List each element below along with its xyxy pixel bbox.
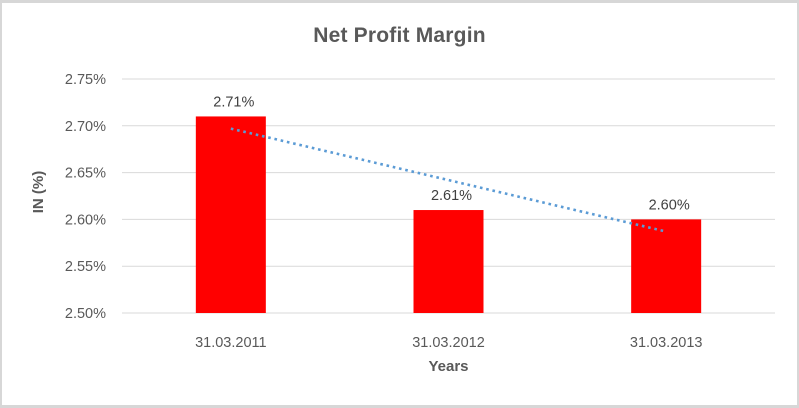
bar xyxy=(195,116,266,313)
y-tick-label: 2.50% xyxy=(65,306,106,322)
data-label: 2.61% xyxy=(431,188,472,204)
data-label: 2.71% xyxy=(213,94,254,110)
bar xyxy=(413,210,484,313)
chart-title: Net Profit Margin xyxy=(313,24,486,47)
y-tick-label: 2.65% xyxy=(65,166,106,182)
x-axis-title: Years xyxy=(428,358,469,375)
y-tick-label: 2.70% xyxy=(65,119,106,135)
y-tick-label: 2.75% xyxy=(65,72,106,88)
y-tick-label: 2.60% xyxy=(65,212,106,228)
category-label: 31.03.2012 xyxy=(412,335,485,351)
y-tick-label: 2.55% xyxy=(65,259,106,275)
trendline xyxy=(230,127,667,233)
category-label: 31.03.2013 xyxy=(630,335,703,351)
data-label: 2.60% xyxy=(649,197,690,213)
bar xyxy=(631,219,702,313)
category-label: 31.03.2011 xyxy=(195,335,267,351)
